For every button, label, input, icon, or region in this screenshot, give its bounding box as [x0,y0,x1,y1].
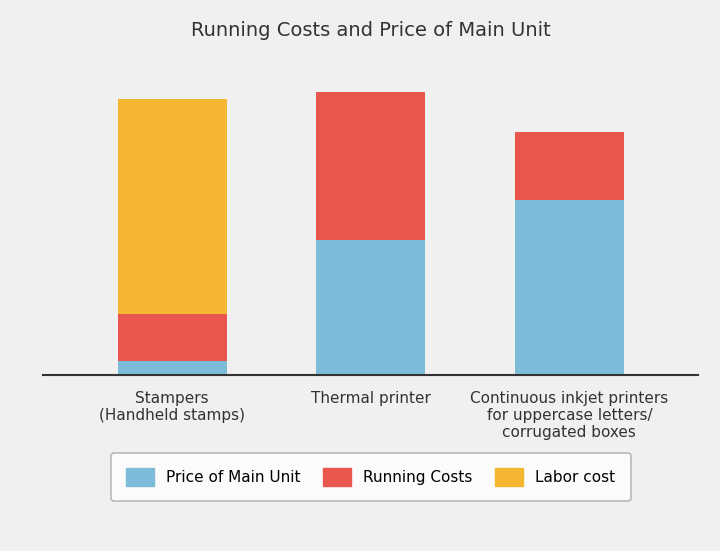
Title: Running Costs and Price of Main Unit: Running Costs and Price of Main Unit [191,20,551,40]
Bar [515,200,624,375]
Bar [316,240,426,375]
Bar [117,99,227,314]
Legend: Price of Main Unit, Running Costs, Labor cost: Price of Main Unit, Running Costs, Labor… [111,453,631,501]
Bar [515,132,624,200]
Bar [117,314,227,361]
Bar [117,361,227,375]
Bar [316,92,426,240]
